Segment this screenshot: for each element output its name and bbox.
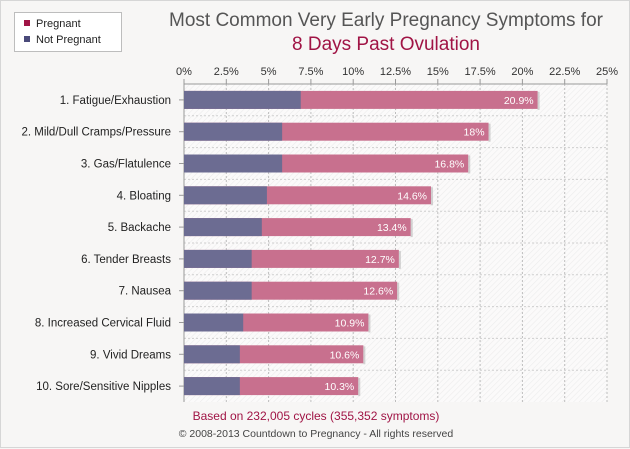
bar-not-pregnant [184, 186, 267, 205]
bar-not-pregnant [184, 249, 252, 268]
x-tick-label: 17.5% [464, 66, 495, 78]
chart-title: Most Common Very Early Pregnancy Symptom… [169, 10, 603, 31]
category-label: 2. Mild/Dull Cramps/Pressure [21, 127, 171, 139]
bar-not-pregnant [184, 345, 240, 364]
x-tick-label: 20% [511, 66, 533, 78]
category-label: 6. Tender Breasts [81, 254, 171, 266]
footnote: Based on 232,005 cycles (355,352 symptom… [192, 409, 440, 423]
legend-item-pregnant[interactable]: Pregnant [24, 17, 81, 31]
x-tick-label: 10% [342, 66, 364, 78]
bar-not-pregnant [184, 154, 283, 173]
data-label: 10.9% [335, 318, 365, 330]
legend: Pregnant Not Pregnant [14, 12, 122, 52]
bar-not-pregnant [184, 90, 301, 109]
bar-shadow [488, 123, 491, 142]
data-label: 10.3% [324, 381, 354, 393]
bar-not-pregnant [184, 281, 252, 300]
category-label: 9. Vivid Dreams [90, 349, 171, 361]
bar-not-pregnant [184, 218, 262, 237]
x-tick-label: 0% [176, 66, 192, 78]
bar-shadow [398, 250, 401, 269]
bar-not-pregnant [184, 313, 244, 332]
data-label: 10.6% [330, 349, 360, 361]
category-label: 8. Increased Cervical Fluid [35, 318, 171, 330]
category-label: 1. Fatigue/Exhaustion [60, 95, 171, 107]
chart-subtitle: 8 Days Past Ovulation [292, 34, 480, 55]
data-label: 18% [464, 127, 485, 139]
bar-shadow [363, 346, 366, 365]
x-tick-label: 15% [427, 66, 449, 78]
x-tick-label: 5% [261, 66, 277, 78]
copyright: © 2008-2013 Countdown to Pregnancy - All… [178, 428, 454, 440]
category-label: 5. Backache [108, 222, 171, 234]
data-label: 12.7% [365, 254, 395, 266]
data-label: 16.8% [434, 159, 464, 171]
data-label: 20.9% [504, 95, 534, 107]
bar-shadow [468, 155, 471, 174]
legend-swatch-pregnant [24, 20, 30, 26]
category-label: 10. Sore/Sensitive Nipples [36, 381, 171, 393]
data-label: 12.6% [363, 286, 393, 298]
bar-shadow [358, 378, 361, 397]
legend-label-pregnant: Pregnant [36, 18, 81, 30]
x-tick-label: 12.5% [380, 66, 411, 78]
legend-label-not-pregnant: Not Pregnant [36, 34, 101, 46]
x-tick-label: 7.5% [298, 66, 323, 78]
bar-shadow [368, 314, 371, 333]
legend-swatch-not-pregnant [24, 36, 30, 42]
bar-shadow [431, 187, 434, 206]
category-label: 4. Bloating [117, 190, 171, 202]
bar-not-pregnant [184, 377, 240, 396]
bar-shadow [397, 282, 400, 301]
x-tick-label: 2.5% [214, 66, 239, 78]
data-label: 14.6% [397, 190, 427, 202]
bar-not-pregnant [184, 122, 283, 141]
data-label: 13.4% [377, 222, 407, 234]
category-label: 3. Gas/Flatulence [81, 159, 171, 171]
x-tick-label: 25% [596, 66, 618, 78]
bar-shadow [537, 91, 540, 110]
bar-shadow [410, 219, 413, 238]
category-label: 7. Nausea [119, 286, 172, 298]
legend-item-not-pregnant[interactable]: Not Pregnant [24, 33, 101, 47]
x-tick-label: 22.5% [549, 66, 580, 78]
